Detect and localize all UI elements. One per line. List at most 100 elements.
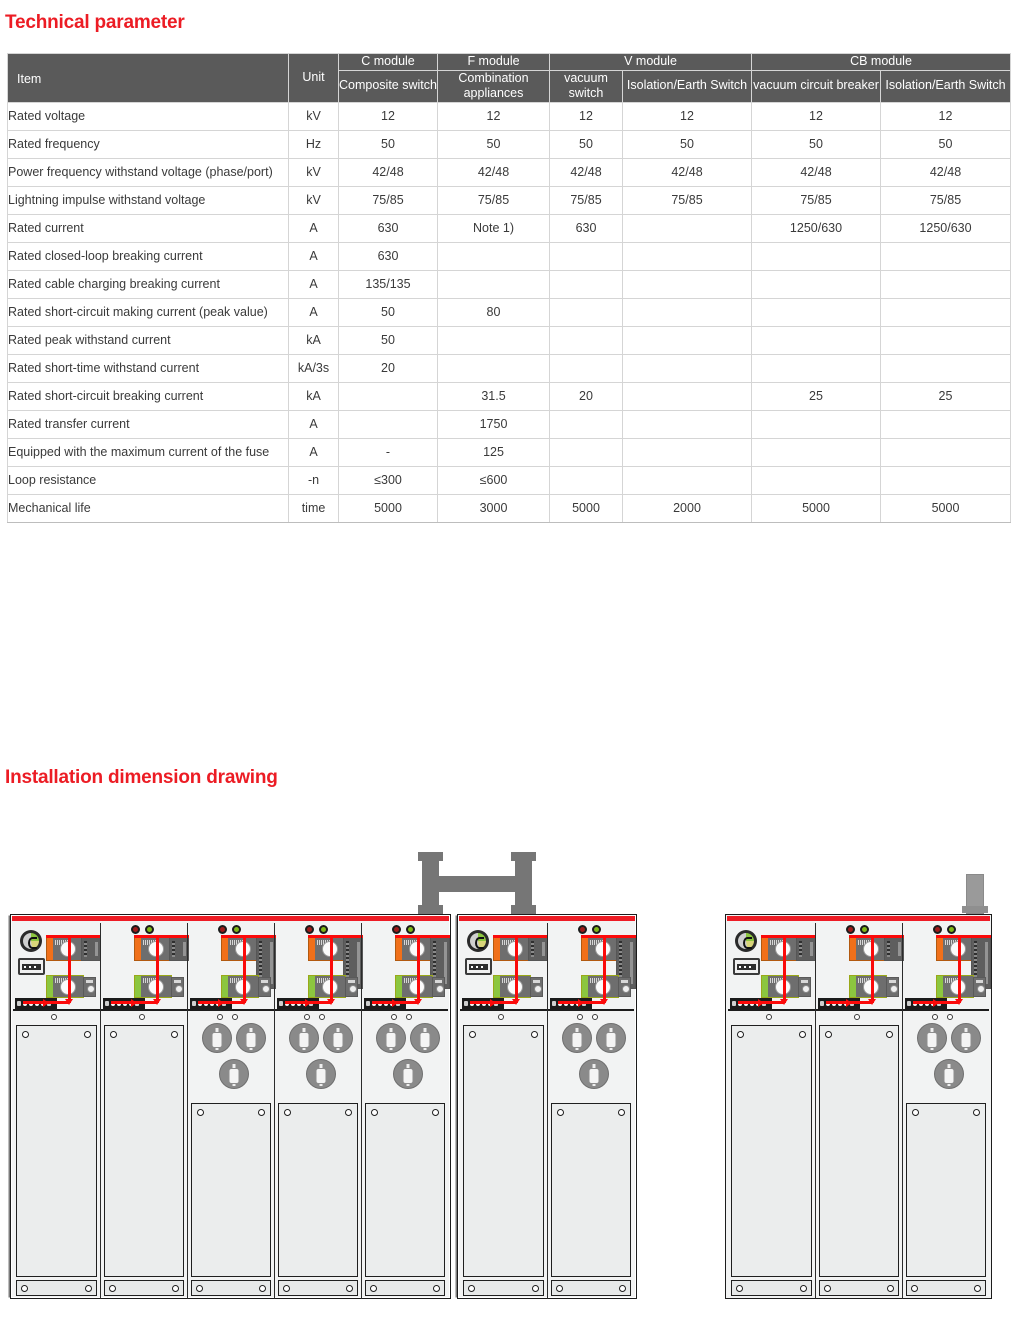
switchgear-panel[interactable] — [13, 923, 101, 1299]
table-body: Rated voltage kV 12 12 12 12 12 12 Rated frequen… — [7, 101, 1011, 523]
cable-bushing-port-icon[interactable] — [393, 1058, 423, 1089]
cell-value — [338, 409, 438, 439]
cable-port-area — [275, 1011, 361, 1093]
cable-bushing-port-icon[interactable] — [289, 1022, 319, 1053]
panel-lower-compartment — [362, 1011, 448, 1299]
cable-bushing-port-icon[interactable] — [306, 1058, 336, 1089]
panel-lower-compartment — [13, 1011, 100, 1299]
cabinet-door[interactable] — [191, 1102, 271, 1277]
cable-bushing-port-icon[interactable] — [202, 1022, 232, 1053]
cell-item: Equipped with the maximum current of the… — [7, 437, 289, 467]
composite-switch-module-icon[interactable] — [493, 937, 531, 961]
switchgear-panel[interactable] — [460, 923, 548, 1299]
rotary-dial-icon[interactable] — [735, 930, 757, 952]
switchgear-panel[interactable] — [728, 923, 816, 1299]
switchgear-panel[interactable] — [815, 923, 904, 1299]
compartment-divider — [728, 1009, 815, 1011]
panel-lower-compartment — [101, 1011, 187, 1299]
table-row: Rated current A 630 Note 1) 630 1250/630 1250/… — [7, 213, 1011, 243]
cell-value — [880, 437, 1011, 467]
cable-bushing-port-icon[interactable] — [219, 1058, 249, 1089]
earth-switch-module-icon[interactable] — [581, 975, 619, 998]
cell-unit: Hz — [288, 129, 339, 159]
cabinet-door[interactable] — [731, 1024, 812, 1277]
cell-value — [622, 437, 752, 467]
cable-bushing-port-icon[interactable] — [934, 1058, 964, 1089]
cable-bushing-port-icon[interactable] — [579, 1058, 609, 1089]
table-header-row-modules: Item Unit C module F module V module CB … — [7, 53, 1011, 103]
earth-switch-module-icon[interactable] — [493, 975, 531, 998]
cell-value: 42/48 — [549, 157, 623, 187]
cell-value: 42/48 — [437, 157, 550, 187]
earth-switch-module-icon[interactable] — [761, 975, 799, 998]
cable-bushing-port-icon[interactable] — [410, 1022, 440, 1053]
composite-switch-module-icon[interactable] — [761, 937, 799, 961]
cable-bushing-port-icon[interactable] — [562, 1022, 592, 1053]
cell-value — [549, 465, 623, 495]
cell-unit: A — [288, 213, 339, 243]
cabinet-door[interactable] — [104, 1024, 184, 1277]
cabinet-door[interactable] — [16, 1024, 97, 1277]
cabinet-door[interactable] — [278, 1102, 358, 1277]
operating-mechanism-block — [796, 937, 816, 961]
composite-switch-module-icon[interactable] — [936, 937, 974, 961]
rotary-dial-icon[interactable] — [467, 930, 489, 952]
composite-switch-module-icon[interactable] — [134, 937, 172, 961]
indicator-lamp-red-icon — [392, 925, 401, 934]
composite-switch-module-icon[interactable] — [46, 937, 84, 961]
switchgear-panel[interactable] — [361, 923, 450, 1299]
cabinet-door[interactable] — [365, 1102, 445, 1277]
compartment-divider — [188, 1009, 274, 1011]
composite-switch-module-icon[interactable] — [308, 937, 346, 961]
cell-value — [622, 353, 752, 383]
cable-bushing-port-icon[interactable] — [236, 1022, 266, 1053]
earth-switch-module-icon[interactable] — [46, 975, 84, 998]
switchgear-panel[interactable] — [187, 923, 276, 1299]
cell-value — [549, 297, 623, 327]
switchgear-panel[interactable] — [274, 923, 363, 1299]
cable-bushing-port-icon[interactable] — [596, 1022, 626, 1053]
table-row: Rated closed-loop breaking current A 630 — [7, 241, 1011, 271]
switchgear-panel[interactable] — [902, 923, 991, 1299]
cable-bushing-port-icon[interactable] — [323, 1022, 353, 1053]
cell-value: 75/85 — [338, 185, 438, 215]
earth-switch-module-icon[interactable] — [308, 975, 346, 998]
cell-value — [622, 381, 752, 411]
panel-upper-compartment — [548, 923, 636, 1009]
panel-upper-compartment — [728, 923, 816, 1009]
cabinet-plinth — [551, 1280, 631, 1296]
cable-bushing-port-icon[interactable] — [951, 1022, 981, 1053]
compartment-divider — [13, 1009, 100, 1011]
rotary-dial-icon[interactable] — [20, 930, 42, 952]
composite-switch-module-icon[interactable] — [395, 937, 433, 961]
indicator-lamp-group — [305, 925, 328, 934]
cabinet-door[interactable] — [906, 1102, 986, 1277]
cell-value — [437, 269, 550, 299]
indicator-lamp-green-icon — [592, 925, 601, 934]
cell-value: 31.5 — [437, 381, 550, 411]
earth-switch-module-icon[interactable] — [134, 975, 172, 998]
composite-switch-module-icon[interactable] — [581, 937, 619, 961]
table-row: Mechanical life time 5000 3000 5000 2000 5000 5… — [7, 493, 1011, 523]
switchgear-panel[interactable] — [547, 923, 636, 1299]
earth-switch-module-icon[interactable] — [849, 975, 887, 998]
composite-switch-module-icon[interactable] — [221, 937, 259, 961]
switchgear-panel[interactable] — [100, 923, 189, 1299]
cell-unit: A — [288, 437, 339, 467]
table-row: Rated peak withstand current kA 50 — [7, 325, 1011, 355]
cable-bushing-port-icon[interactable] — [376, 1022, 406, 1053]
earth-switch-module-icon[interactable] — [221, 975, 259, 998]
cell-value — [751, 409, 881, 439]
composite-switch-module-icon[interactable] — [849, 937, 887, 961]
earth-switch-module-icon[interactable] — [395, 975, 433, 998]
cell-unit: kA — [288, 381, 339, 411]
indicator-lamp-red-icon — [578, 925, 587, 934]
cable-bushing-port-icon[interactable] — [917, 1022, 947, 1053]
cabinet-door[interactable] — [463, 1024, 544, 1277]
earth-switch-module-icon[interactable] — [936, 975, 974, 998]
cabinet-door[interactable] — [819, 1024, 899, 1277]
indicator-lamp-red-icon — [131, 925, 140, 934]
column-header-item: Item — [7, 53, 289, 103]
cabinet-door[interactable] — [551, 1102, 631, 1277]
indicator-lamp-group — [578, 925, 601, 934]
